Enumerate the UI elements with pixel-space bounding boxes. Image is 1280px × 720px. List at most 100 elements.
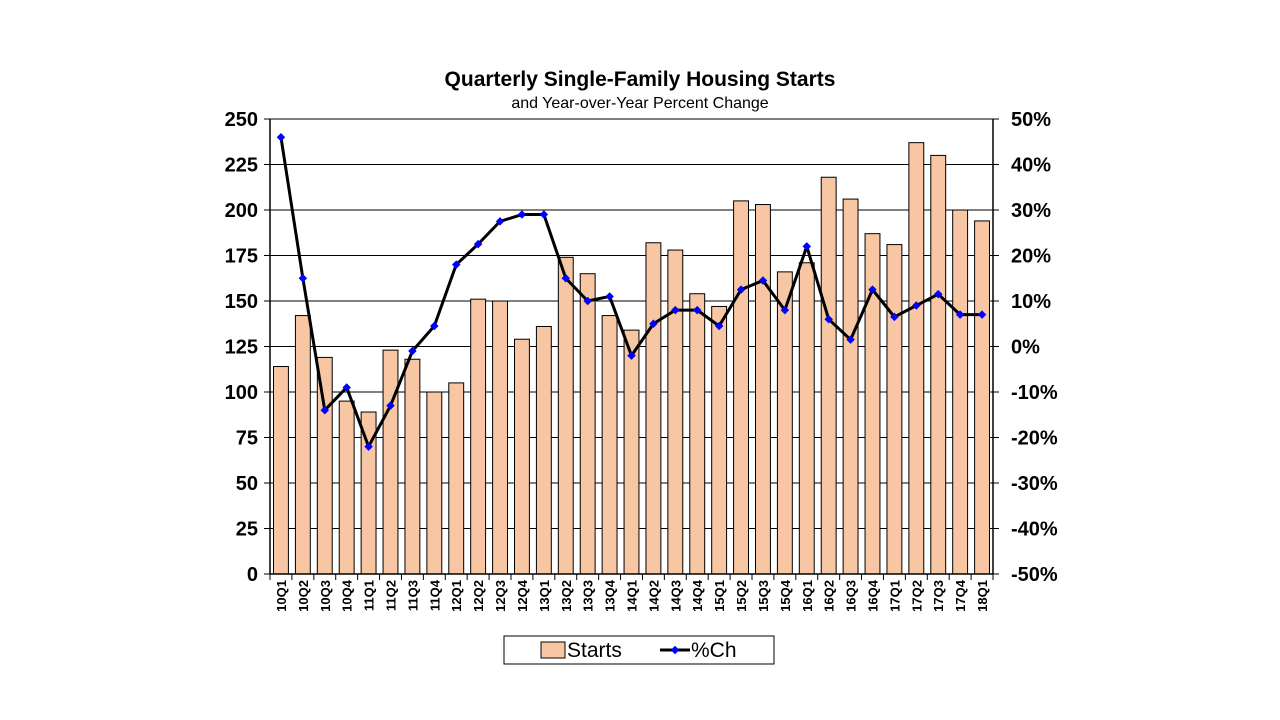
x-tick-label: 17Q3: [931, 580, 946, 612]
bar-17Q3: [930, 154, 947, 575]
x-tick-label: 11Q3: [405, 580, 420, 611]
bar-16Q4: [864, 233, 881, 575]
pct-point-12Q2: [473, 239, 483, 249]
x-tick-label: 10Q4: [340, 579, 355, 612]
x-tick-label: 17Q4: [953, 579, 968, 612]
pct-point-11Q2: [386, 401, 395, 410]
pct-point-11Q1: [364, 442, 373, 451]
bar-15Q1: [711, 305, 728, 575]
pct-point-14Q1: [627, 351, 636, 360]
legend-pct-marker: [670, 645, 680, 655]
bar-13Q3: [579, 273, 596, 575]
x-tick-label: 11Q4: [427, 579, 442, 611]
legend: Starts %Ch: [503, 635, 775, 665]
left-tick-label: 100: [225, 382, 258, 404]
bar-15Q2: [733, 200, 749, 575]
pct-point-18Q1: [977, 310, 987, 319]
bar-17Q2: [908, 142, 925, 575]
bar-13Q4: [601, 315, 618, 575]
x-tick-label: 12Q4: [515, 579, 530, 612]
pct-point-10Q3: [320, 405, 330, 415]
x-tick-label: 17Q2: [909, 580, 924, 612]
pct-point-17Q4: [955, 310, 965, 319]
right-tick-label: -50%: [1011, 564, 1058, 586]
x-tick-label: 15Q3: [756, 580, 771, 612]
right-axis-ticks: -50% -40% -30% -20% -10% 0% 10% 20% 30% 40% 50%: [1011, 109, 1058, 586]
pct-point-16Q2: [824, 314, 833, 324]
x-tick-label: 13Q4: [603, 579, 618, 612]
pct-point-10Q4: [342, 383, 351, 392]
bar-16Q1: [798, 262, 815, 575]
x-tick-label: 15Q4: [778, 579, 793, 612]
pct-point-14Q3: [671, 305, 680, 315]
pct-point-12Q1: [451, 260, 461, 269]
right-tick-label: -40%: [1011, 519, 1058, 541]
x-tick-label: 13Q2: [559, 580, 574, 612]
pct-point-13Q2: [561, 274, 571, 283]
right-tick-label: 40%: [1011, 155, 1051, 177]
x-tick-label: 18Q1: [975, 580, 990, 612]
right-tick-label: -30%: [1011, 473, 1058, 495]
chart-title: Quarterly Single-Family Housing Starts: [445, 68, 836, 91]
bar-13Q1: [535, 325, 552, 575]
right-tick-label: 0%: [1011, 337, 1040, 359]
pct-point-15Q1: [714, 321, 724, 331]
bar-15Q4: [776, 271, 793, 575]
pct-point-12Q4: [517, 210, 527, 219]
bar-10Q2: [294, 315, 311, 575]
legend-box: [503, 635, 775, 665]
left-axis-ticks: 0 25 50 75 100 125 150 175 200 225 250: [225, 109, 258, 586]
right-tick-label: 20%: [1011, 246, 1051, 268]
right-tick-label: 50%: [1011, 109, 1051, 131]
axes: [264, 118, 999, 580]
pct-point-13Q3: [583, 296, 592, 306]
pct-point-14Q2: [649, 319, 658, 328]
x-tick-label: 16Q1: [800, 580, 815, 612]
pct-point-10Q2: [298, 274, 308, 283]
left-tick-label: 200: [225, 200, 258, 222]
bar-12Q2: [470, 298, 487, 575]
x-tick-label: 10Q3: [318, 580, 333, 612]
bar-14Q4: [689, 293, 706, 575]
bar-17Q4: [952, 209, 969, 575]
right-tick-label: -10%: [1011, 382, 1058, 404]
left-tick-label: 175: [225, 246, 258, 268]
pct-point-13Q4: [605, 292, 614, 301]
pct-point-11Q4: [430, 321, 439, 331]
pct-change-line: [276, 132, 987, 451]
x-tick-label: 15Q1: [712, 580, 727, 612]
pct-point-17Q3: [933, 289, 943, 299]
bar-16Q3: [842, 198, 859, 575]
x-tick-label: 13Q1: [537, 580, 552, 612]
pct-point-15Q3: [758, 276, 768, 285]
bar-11Q3: [404, 358, 421, 575]
left-tick-label: 150: [225, 291, 258, 313]
right-tick-label: 30%: [1011, 200, 1051, 222]
x-tick-label: 17Q1: [887, 580, 902, 612]
left-tick-label: 25: [236, 519, 258, 541]
pct-point-17Q2: [912, 301, 921, 310]
bar-14Q3: [667, 249, 684, 575]
bar-10Q4: [338, 400, 355, 575]
legend-starts-swatch: [540, 641, 566, 659]
x-tick-label: 16Q2: [822, 580, 837, 612]
x-tick-label: 11Q2: [384, 580, 399, 611]
bar-11Q4: [426, 391, 443, 575]
left-tick-label: 0: [247, 564, 258, 586]
pct-point-16Q4: [868, 285, 877, 294]
left-tick-label: 50: [236, 473, 258, 495]
x-tick-label: 16Q4: [866, 579, 881, 612]
x-tick-label: 14Q3: [668, 580, 683, 612]
left-tick-label: 125: [225, 337, 258, 359]
chart-subtitle: and Year-over-Year Percent Change: [511, 95, 768, 112]
x-tick-label: 13Q3: [581, 580, 596, 612]
bar-12Q3: [492, 300, 508, 575]
bar-11Q2: [382, 349, 399, 575]
x-tick-label: 11Q1: [362, 580, 377, 611]
legend-pct-label: %Ch: [691, 639, 737, 662]
bar-10Q3: [316, 356, 333, 575]
bar-18Q1: [974, 220, 990, 575]
x-tick-label: 10Q2: [296, 580, 311, 612]
pct-point-13Q1: [539, 210, 549, 219]
